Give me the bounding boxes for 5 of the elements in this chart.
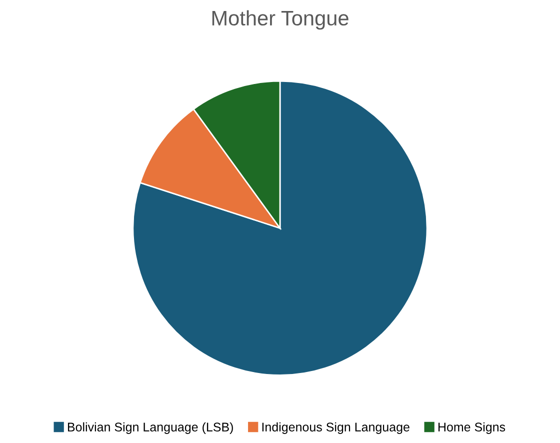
legend-label: Home Signs [438, 422, 506, 434]
legend-label: Bolivian Sign Language (LSB) [68, 422, 233, 434]
pie-slice [132, 80, 428, 376]
legend-label: Indigenous Sign Language [262, 422, 410, 434]
chart-title: Mother Tongue [212, 10, 348, 30]
